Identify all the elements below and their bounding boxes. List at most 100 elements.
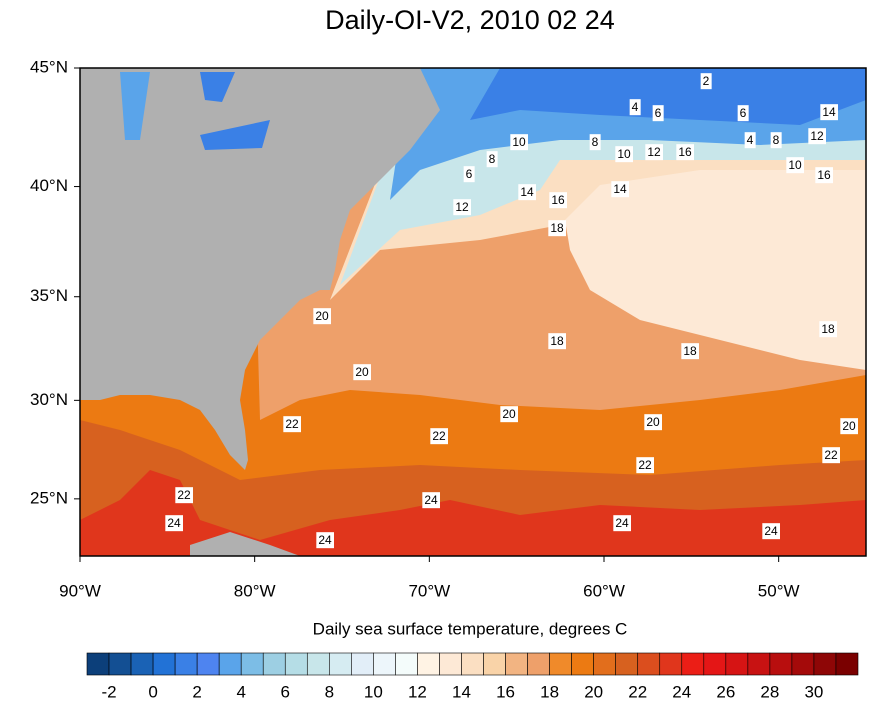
colorbar-box xyxy=(769,652,793,676)
contour-label-box xyxy=(453,199,471,216)
contour-label: 16 xyxy=(551,193,565,207)
colorbar-box xyxy=(461,652,484,676)
contour-label-box xyxy=(840,418,858,435)
contour-label-box xyxy=(645,144,663,161)
colorbar-box xyxy=(240,652,264,676)
contour-label-box xyxy=(313,308,331,325)
contour-label-box xyxy=(819,321,837,338)
colorbar-title: Daily sea surface temperature, degrees C xyxy=(313,619,628,638)
contour-label: 22 xyxy=(638,458,652,472)
colorbar: -2 0 2 4 6 8 10 12 14 16 18 20 22 24 26 28 30 xyxy=(86,652,859,701)
map-frame xyxy=(79,67,867,557)
colorbar-box xyxy=(835,652,859,676)
colorbar-label: 18 xyxy=(540,682,559,701)
contour-label-box xyxy=(615,146,633,163)
y-tick-label: 45°N xyxy=(30,57,68,76)
colorbar-box xyxy=(218,652,242,676)
x-tick-label: 70°W xyxy=(408,581,450,600)
contour-label-box xyxy=(700,73,712,90)
colorbar-box xyxy=(130,652,154,676)
contour-label: 8 xyxy=(489,152,496,166)
colorbar-box xyxy=(373,652,396,676)
colorbar-box xyxy=(152,652,176,676)
contour-label-box xyxy=(636,457,654,474)
colorbar-label: 6 xyxy=(281,682,290,701)
colorbar-box xyxy=(306,652,330,676)
contour-label-box xyxy=(629,99,641,116)
lake xyxy=(200,120,270,150)
colorbar-label: 28 xyxy=(760,682,779,701)
contour-label: 20 xyxy=(646,415,660,429)
colorbar-box xyxy=(262,652,286,676)
colorbar-box xyxy=(505,652,528,676)
colorbar-label: -2 xyxy=(101,682,116,701)
contour-label: 18 xyxy=(821,322,835,336)
contour-label-box xyxy=(548,333,566,350)
colorbar-box xyxy=(659,652,683,676)
colorbar-box xyxy=(615,652,639,676)
colorbar-box xyxy=(174,652,198,676)
contour-label-box xyxy=(613,515,631,532)
contour-label: 20 xyxy=(842,419,856,433)
colorbar-label: 10 xyxy=(364,682,383,701)
contour-label-box xyxy=(611,181,629,198)
contour-label: 12 xyxy=(647,145,661,159)
contour-label: 22 xyxy=(285,417,299,431)
contour-label: 8 xyxy=(592,135,599,149)
contour-label: 22 xyxy=(177,488,191,502)
contour-label-box xyxy=(165,515,183,532)
contour-label: 20 xyxy=(315,309,329,323)
colorbar-box xyxy=(747,652,771,676)
contour-label: 10 xyxy=(788,158,802,172)
title: Daily-OI-V2, 2010 02 24 xyxy=(325,5,615,35)
colorbar-label: 2 xyxy=(192,682,201,701)
colorbar-box xyxy=(571,652,594,676)
contour-label-box xyxy=(500,406,518,423)
contour-label-box xyxy=(762,523,780,540)
colorbar-label: 0 xyxy=(148,682,157,701)
colorbar-box xyxy=(284,652,308,676)
contour-label-box xyxy=(786,157,804,174)
colorbar-box xyxy=(417,652,440,676)
contour-label-box xyxy=(548,220,566,237)
colorbar-label: 24 xyxy=(672,682,691,701)
contour-label: 14 xyxy=(520,185,534,199)
contour-label-box xyxy=(510,134,528,151)
contour-label-box xyxy=(463,166,475,183)
contour-label-box xyxy=(353,364,371,381)
contour-label-box xyxy=(770,132,782,149)
colorbar-box xyxy=(791,652,815,676)
colorbar-box xyxy=(439,652,462,676)
contour-label: 10 xyxy=(512,135,526,149)
contour-label-box xyxy=(486,151,498,168)
contour-label-box xyxy=(430,428,448,445)
y-tick-label: 25°N xyxy=(30,488,68,507)
contour-label: 10 xyxy=(617,147,631,161)
colorbar-label: 8 xyxy=(325,682,334,701)
contour-label: 22 xyxy=(824,448,838,462)
colorbar-box xyxy=(196,652,220,676)
contour-label: 6 xyxy=(466,167,473,181)
contour-label-box xyxy=(676,144,694,161)
colorbar-label: 26 xyxy=(716,682,735,701)
colorbar-box xyxy=(483,652,506,676)
x-tick-label: 90°W xyxy=(59,581,101,600)
contour-label: 24 xyxy=(167,516,181,530)
colorbar-label: 14 xyxy=(452,682,471,701)
colorbar-label: 16 xyxy=(496,682,515,701)
colorbar-box xyxy=(703,652,727,676)
contour-label: 18 xyxy=(550,334,564,348)
colorbar-box xyxy=(637,652,661,676)
contour-label-box xyxy=(422,492,440,509)
colorbar-box xyxy=(395,652,418,676)
land xyxy=(190,532,300,556)
colorbar-box xyxy=(351,652,374,676)
contour-label: 20 xyxy=(355,365,369,379)
contour-label-box xyxy=(815,167,833,184)
lake xyxy=(120,72,150,140)
contour-label: 24 xyxy=(764,524,778,538)
x-tick-label: 80°W xyxy=(234,581,276,600)
contour-label: 16 xyxy=(817,168,831,182)
